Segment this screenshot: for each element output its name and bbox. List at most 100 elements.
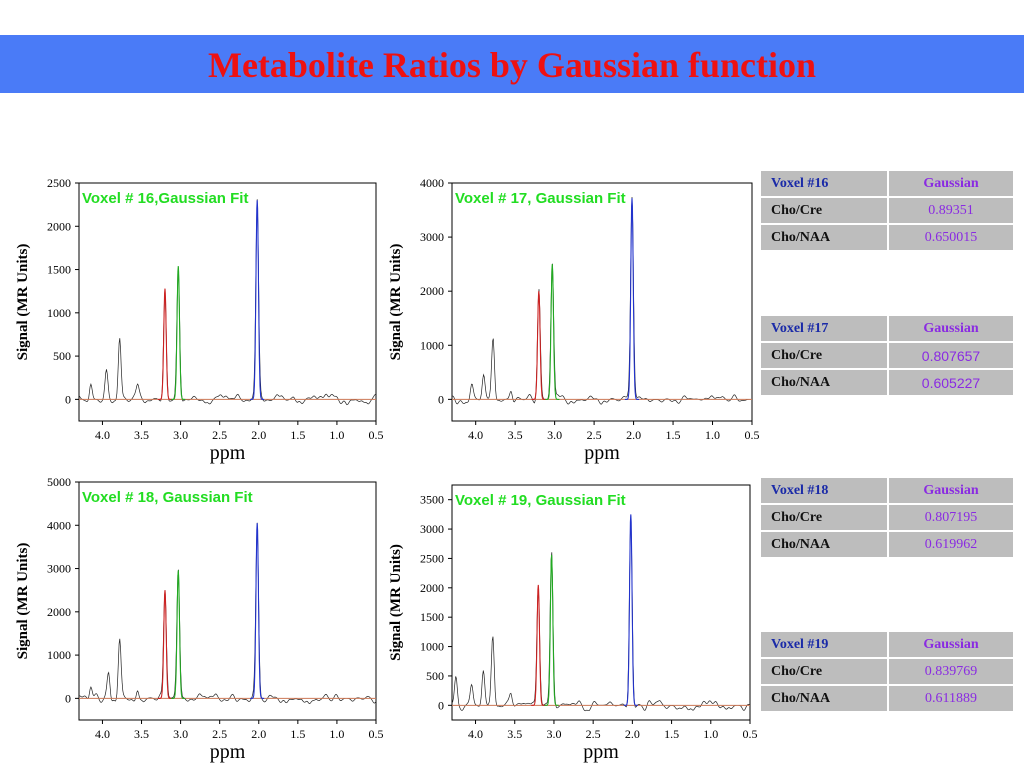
x-tick-label: 4.0 <box>95 727 110 741</box>
naa-gaussian-peak <box>624 198 640 400</box>
ratio-label: Cho/NAA <box>759 684 889 713</box>
y-tick-label: 2500 <box>420 551 444 565</box>
x-axis-label: ppm <box>584 442 620 464</box>
spectrum-line <box>451 515 751 712</box>
table-header-row: Voxel #16 Gaussian <box>759 169 1015 198</box>
ratio-label: Cho/Cre <box>759 196 889 225</box>
chart-title: Voxel # 17, Gaussian Fit <box>455 190 626 207</box>
method-label: Gaussian <box>887 314 1015 343</box>
y-tick-label: 1000 <box>420 640 444 654</box>
chart-title: Voxel # 18, Gaussian Fit <box>82 489 253 506</box>
y-tick-label: 1500 <box>47 263 71 277</box>
x-tick-label: 0.5 <box>369 727 384 741</box>
cho-gaussian-peak <box>531 291 546 400</box>
title-banner: Metabolite Ratios by Gaussian function <box>0 35 1024 93</box>
ratio-value: 0.807657 <box>887 341 1015 370</box>
x-tick-label: 2.5 <box>212 727 227 741</box>
x-tick-label: 1.5 <box>666 428 681 442</box>
spectrum-line <box>79 522 377 704</box>
cre-gaussian-peak <box>171 266 186 400</box>
x-tick-label: 3.0 <box>546 727 561 741</box>
table-header-row: Voxel #18 Gaussian <box>759 476 1015 505</box>
x-tick-label: 2.5 <box>587 428 602 442</box>
x-tick-label: 3.0 <box>547 428 562 442</box>
x-tick-label: 1.5 <box>290 727 305 741</box>
y-tick-label: 3000 <box>47 562 71 576</box>
x-tick-label: 1.5 <box>664 727 679 741</box>
method-label: Gaussian <box>887 476 1015 505</box>
y-tick-label: 2500 <box>47 176 71 190</box>
y-tick-label: 3000 <box>420 230 444 244</box>
x-tick-label: 2.0 <box>626 428 641 442</box>
x-tick-label: 2.0 <box>625 727 640 741</box>
y-tick-label: 5000 <box>47 475 71 489</box>
y-tick-label: 4000 <box>47 518 71 532</box>
x-tick-label: 1.0 <box>329 727 344 741</box>
method-label: Gaussian <box>887 169 1015 198</box>
y-axis-label: Signal (MR Units) <box>15 244 31 361</box>
spectrum-line <box>451 196 752 405</box>
x-tick-label: 2.5 <box>586 727 601 741</box>
x-tick-label: 0.5 <box>745 428 760 442</box>
table-header-row: Voxel #17 Gaussian <box>759 314 1015 343</box>
cre-gaussian-peak <box>544 554 559 706</box>
x-tick-label: 3.5 <box>508 428 523 442</box>
naa-gaussian-peak <box>250 200 265 400</box>
ratio-label: Cho/Cre <box>759 657 889 686</box>
chart-1: 0 1000 2000 3000 4000 4.0 3.5 3.0 2.5 2.0 1.5 1.0 0.… <box>388 176 760 464</box>
chart-3: 0 500 1000 1500 2000 2500 3000 3500 4.0 3.5 3.0 2.5… <box>388 484 758 763</box>
y-tick-label: 1000 <box>47 648 71 662</box>
chart-title: Voxel # 16,Gaussian Fit <box>82 190 248 207</box>
voxel-label: Voxel #19 <box>759 630 889 659</box>
table-row: Cho/NAA 0.619962 <box>759 530 1015 559</box>
y-tick-label: 0 <box>65 392 71 406</box>
x-tick-label: 3.0 <box>173 428 188 442</box>
y-axis-label: Signal (MR Units) <box>388 544 404 661</box>
cho-gaussian-peak <box>157 590 172 699</box>
x-tick-label: 2.0 <box>251 428 266 442</box>
ratio-table-voxel-16: Voxel #16 Gaussian Cho/Cre 0.89351 Cho/N… <box>759 169 1015 252</box>
table-row: Cho/NAA 0.605227 <box>759 368 1015 397</box>
y-tick-label: 2000 <box>47 219 71 233</box>
table-row: Cho/NAA 0.611889 <box>759 684 1015 713</box>
naa-gaussian-peak <box>623 514 638 706</box>
x-tick-label: 1.0 <box>705 428 720 442</box>
ratio-value: 0.650015 <box>887 223 1015 252</box>
y-tick-label: 1500 <box>420 610 444 624</box>
page-title: Metabolite Ratios by Gaussian function <box>207 45 817 85</box>
x-tick-label: 3.5 <box>134 727 149 741</box>
chart-0: 0 500 1000 1500 2000 2500 4.0 3.5 3.0 2.5 2.0 1.5 1.… <box>15 176 384 464</box>
spectrum-line <box>78 199 377 406</box>
x-tick-label: 2.0 <box>251 727 266 741</box>
chart-title: Voxel # 19, Gaussian Fit <box>455 492 626 509</box>
y-tick-label: 0 <box>438 698 444 712</box>
ratio-label: Cho/Cre <box>759 341 889 370</box>
y-axis-label: Signal (MR Units) <box>388 244 404 361</box>
x-tick-label: 4.0 <box>95 428 110 442</box>
y-axis-label: Signal (MR Units) <box>15 543 31 660</box>
cho-gaussian-peak <box>157 288 172 400</box>
ratio-value: 0.807195 <box>887 503 1015 532</box>
y-tick-label: 3000 <box>420 522 444 536</box>
table-row: Cho/Cre 0.839769 <box>759 657 1015 686</box>
ratio-label: Cho/NAA <box>759 530 889 559</box>
cre-gaussian-peak <box>545 264 560 400</box>
y-tick-label: 4000 <box>420 176 444 190</box>
plot-frame <box>78 481 377 721</box>
voxel-label: Voxel #18 <box>759 476 889 505</box>
x-tick-label: 0.5 <box>743 727 758 741</box>
y-tick-label: 0 <box>438 392 444 406</box>
chart-2: 0 1000 2000 3000 4000 5000 4.0 3.5 3.0 2.5 2.0 1.5 1… <box>15 475 384 763</box>
y-tick-label: 2000 <box>420 284 444 298</box>
plot-frame <box>78 182 377 422</box>
ratio-table-voxel-18: Voxel #18 Gaussian Cho/Cre 0.807195 Cho/… <box>759 476 1015 559</box>
ratio-table-voxel-19: Voxel #19 Gaussian Cho/Cre 0.839769 Cho/… <box>759 630 1015 713</box>
x-tick-label: 0.5 <box>369 428 384 442</box>
y-tick-label: 1000 <box>47 306 71 320</box>
x-tick-label: 1.0 <box>703 727 718 741</box>
voxel-label: Voxel #17 <box>759 314 889 343</box>
x-axis-label: ppm <box>210 442 246 464</box>
method-label: Gaussian <box>887 630 1015 659</box>
plot-frame <box>451 182 753 422</box>
